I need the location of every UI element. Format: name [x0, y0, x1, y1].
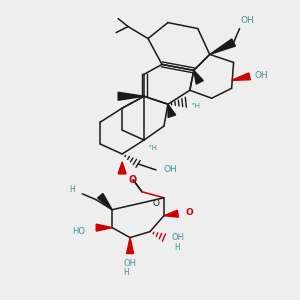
Text: OH: OH: [171, 233, 184, 242]
Text: O: O: [129, 175, 137, 185]
Polygon shape: [127, 238, 134, 254]
Polygon shape: [164, 210, 178, 217]
Text: ''H: ''H: [148, 145, 158, 151]
Polygon shape: [232, 73, 250, 80]
Text: OH: OH: [124, 259, 136, 268]
Text: HO: HO: [72, 227, 85, 236]
Polygon shape: [98, 194, 112, 210]
Text: ''H: ''H: [191, 103, 200, 109]
Polygon shape: [194, 70, 203, 84]
Polygon shape: [118, 162, 126, 174]
Polygon shape: [96, 224, 112, 231]
Text: OH: OH: [255, 71, 268, 80]
Polygon shape: [168, 104, 176, 117]
Text: O: O: [152, 199, 160, 208]
Polygon shape: [210, 39, 236, 54]
Text: OH: OH: [241, 16, 254, 25]
Polygon shape: [118, 92, 144, 100]
Text: O: O: [186, 208, 194, 217]
Text: OH: OH: [163, 165, 177, 174]
Text: H: H: [123, 268, 129, 277]
Text: H: H: [70, 185, 75, 194]
Text: H: H: [174, 243, 180, 252]
